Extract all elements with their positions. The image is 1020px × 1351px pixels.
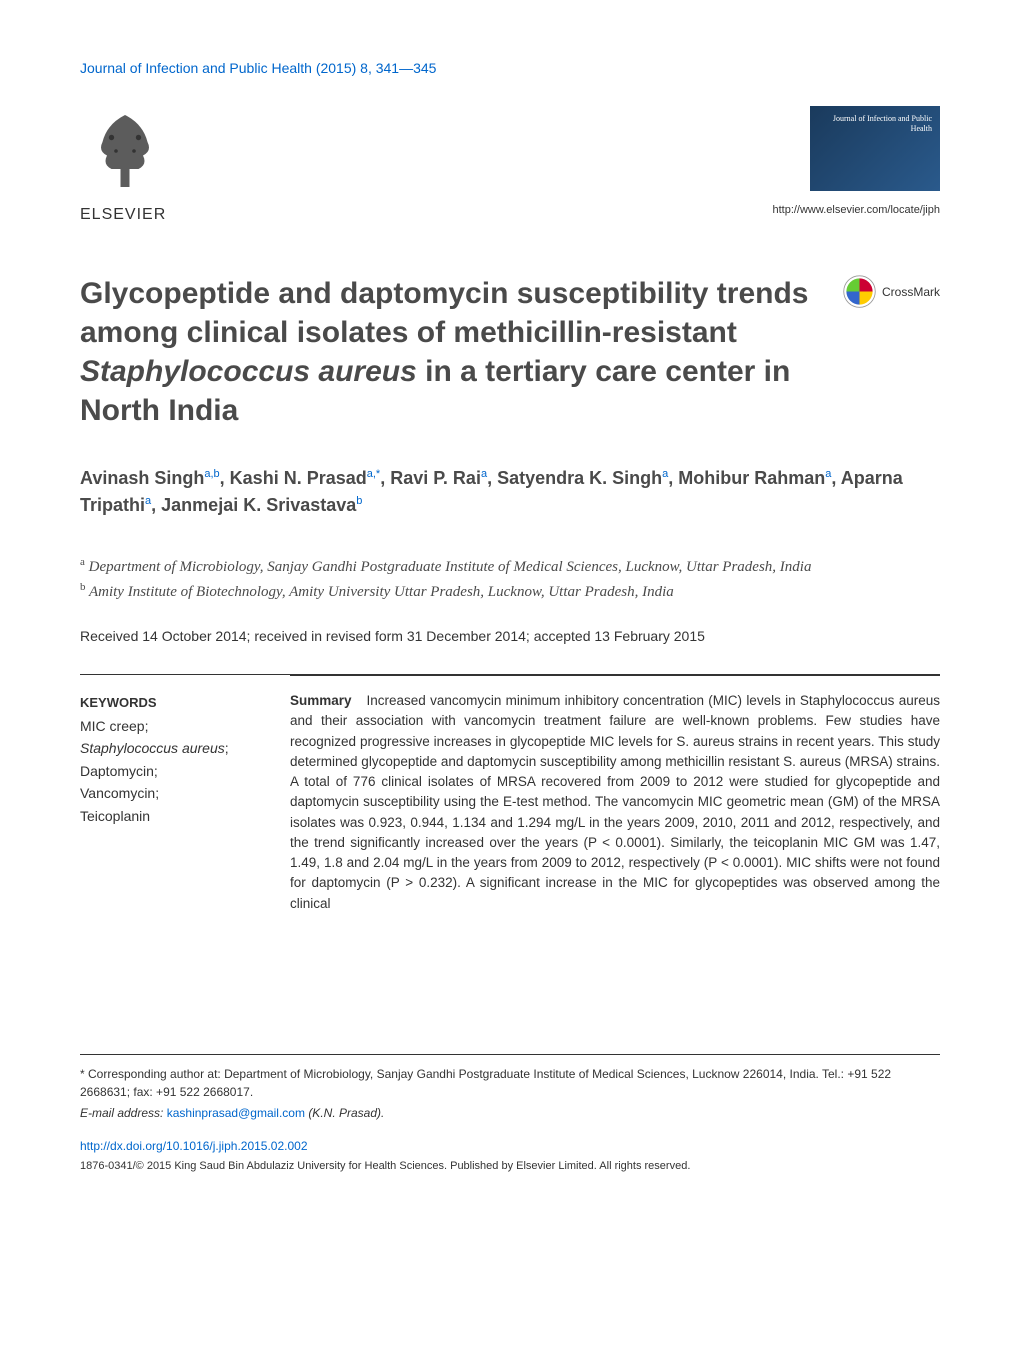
- journal-branding: Journal of Infection and Public Health h…: [772, 106, 940, 216]
- keyword: Staphylococcus aureus;: [80, 737, 260, 759]
- author: Mohibur Rahmana: [678, 468, 831, 488]
- header-logos: ELSEVIER Journal of Infection and Public…: [80, 106, 940, 224]
- affiliations-list: a Department of Microbiology, Sanjay Gan…: [80, 554, 940, 603]
- author: Satyendra K. Singha: [497, 468, 668, 488]
- footer: * Corresponding author at: Department of…: [80, 1054, 940, 1175]
- crossmark-badge[interactable]: CrossMark: [842, 274, 940, 309]
- email-link[interactable]: kashinprasad@gmail.com: [167, 1106, 305, 1120]
- affiliation: a Department of Microbiology, Sanjay Gan…: [80, 554, 940, 579]
- affiliation: b Amity Institute of Biotechnology, Amit…: [80, 579, 940, 604]
- article-title: Glycopeptide and daptomycin susceptibili…: [80, 274, 822, 430]
- journal-url: http://www.elsevier.com/locate/jiph: [772, 204, 940, 216]
- article-dates: Received 14 October 2014; received in re…: [80, 628, 940, 644]
- copyright: 1876-0341/© 2015 King Saud Bin Abdulaziz…: [80, 1158, 940, 1175]
- summary-box: SummaryIncreased vancomycin minimum inhi…: [290, 675, 940, 914]
- keyword: Teicoplanin: [80, 805, 260, 827]
- title-row: Glycopeptide and daptomycin susceptibili…: [80, 274, 940, 430]
- abstract-section: KEYWORDS MIC creep;Staphylococcus aureus…: [80, 674, 940, 914]
- author: Kashi N. Prasada,*: [230, 468, 381, 488]
- elsevier-logo: ELSEVIER: [80, 106, 180, 224]
- author: Janmejai K. Srivastavab: [161, 495, 362, 515]
- keywords-box: KEYWORDS MIC creep;Staphylococcus aureus…: [80, 695, 260, 914]
- authors-list: Avinash Singha,b, Kashi N. Prasada,*, Ra…: [80, 465, 940, 519]
- email-line: E-mail address: kashinprasad@gmail.com (…: [80, 1104, 940, 1122]
- keyword: MIC creep;: [80, 715, 260, 737]
- crossmark-label: CrossMark: [882, 285, 940, 299]
- journal-cover-icon: Journal of Infection and Public Health: [810, 106, 940, 191]
- elsevier-tree-icon: [80, 106, 170, 196]
- author: Avinash Singha,b: [80, 468, 220, 488]
- keywords-heading: KEYWORDS: [80, 695, 260, 710]
- doi-link[interactable]: http://dx.doi.org/10.1016/j.jiph.2015.02…: [80, 1137, 940, 1155]
- summary-text: SummaryIncreased vancomycin minimum inhi…: [290, 691, 940, 914]
- keyword: Daptomycin;: [80, 760, 260, 782]
- summary-label: Summary: [290, 693, 352, 708]
- corresponding-author: * Corresponding author at: Department of…: [80, 1065, 940, 1101]
- keyword: Vancomycin;: [80, 782, 260, 804]
- journal-citation: Journal of Infection and Public Health (…: [80, 60, 940, 76]
- author: Ravi P. Raia: [390, 468, 487, 488]
- elsevier-label: ELSEVIER: [80, 206, 180, 224]
- crossmark-icon: [842, 274, 877, 309]
